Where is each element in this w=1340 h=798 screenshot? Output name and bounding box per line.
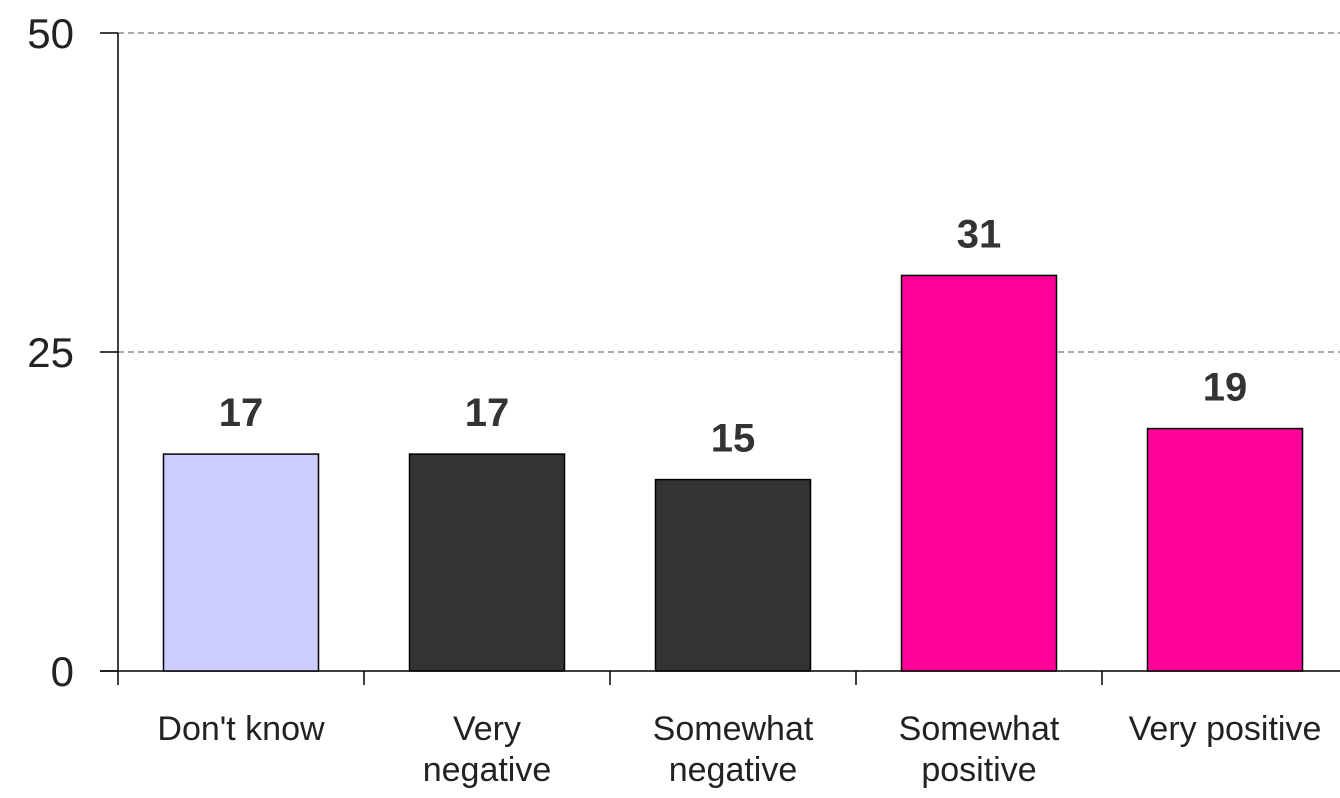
data-label: 31 xyxy=(957,212,1002,256)
x-tick-label: Very negative xyxy=(423,710,552,789)
x-tick-label-line: Very xyxy=(453,710,521,748)
x-tick-label: Very positive xyxy=(1129,710,1322,748)
x-tick-label-line: negative xyxy=(669,751,798,789)
x-tick-label: Don't know xyxy=(157,710,325,748)
y-tick-label: 25 xyxy=(27,329,74,376)
x-tick-label-line: positive xyxy=(921,751,1036,789)
x-tick-label-line: negative xyxy=(423,751,552,789)
bar xyxy=(1146,427,1304,672)
bar xyxy=(408,453,566,672)
data-label: 15 xyxy=(711,417,756,461)
data-label: 19 xyxy=(1203,366,1248,410)
x-tick-label: Somewhat positive xyxy=(899,710,1060,789)
data-label: 17 xyxy=(219,391,264,435)
gridlines xyxy=(118,32,1340,353)
x-tick-label-line: Don't know xyxy=(157,710,325,748)
bar xyxy=(162,453,320,672)
x-tick-label-line: Very positive xyxy=(1129,710,1322,748)
data-label: 17 xyxy=(465,391,510,435)
bars xyxy=(162,274,1304,672)
bar xyxy=(654,478,812,672)
y-tick-label: 50 xyxy=(27,10,74,57)
x-tick-label-line: Somewhat xyxy=(899,710,1060,748)
x-tick-label-line: Somewhat xyxy=(653,710,814,748)
bar xyxy=(900,274,1058,672)
x-tick-label: Somewhat negative xyxy=(653,710,814,789)
y-tick-label: 0 xyxy=(51,648,74,695)
